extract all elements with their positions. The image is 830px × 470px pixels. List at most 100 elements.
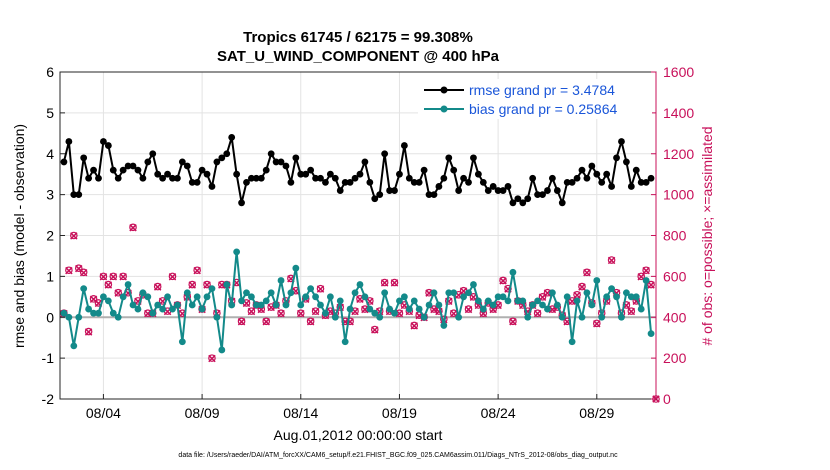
bias-point (553, 301, 561, 309)
bias-point (169, 305, 176, 313)
bias-point (440, 322, 448, 329)
bias-point (60, 309, 68, 317)
obs-assimilated-point (84, 328, 93, 336)
bias-point (381, 289, 389, 297)
obs-possible-point (153, 282, 162, 291)
obs-assimilated-point (316, 285, 325, 293)
rmse-point (425, 191, 433, 199)
bias-point (193, 293, 201, 301)
rmse-point (331, 174, 339, 182)
rmse-point (317, 174, 324, 182)
rmse-point (119, 166, 127, 174)
rmse-point (154, 170, 162, 178)
bias-point (90, 309, 97, 317)
bias-point (504, 297, 512, 305)
obs-possible-point (119, 272, 127, 281)
rmse-point (445, 154, 453, 162)
rmse-point (474, 170, 482, 178)
bias-point (208, 285, 216, 293)
rmse-point (124, 162, 132, 170)
obs-assimilated-point (509, 318, 517, 326)
bias-point (292, 264, 300, 272)
obs-assimilated-point (430, 305, 438, 314)
obs-assimilated-point (464, 305, 473, 314)
rmse-point (292, 154, 300, 162)
rmse-point (302, 170, 310, 178)
obs-assimilated-point (262, 318, 270, 326)
rmse-point (524, 195, 532, 203)
bias-point (371, 309, 379, 317)
bias-point (272, 301, 280, 309)
rmse-point (282, 162, 290, 170)
bias-point (326, 293, 334, 301)
rmse-point (70, 191, 78, 199)
rmse-point (558, 199, 566, 207)
rmse-point (100, 138, 107, 145)
bias-point (622, 289, 630, 297)
rmse-point (405, 174, 413, 182)
bias-point (104, 297, 112, 305)
bias-point (470, 281, 477, 288)
bias-point (302, 293, 310, 301)
obs-possible-point (109, 272, 118, 281)
right-tick-label: 1200 (663, 146, 694, 162)
left-tick-label: 5 (46, 105, 54, 121)
rmse-point (208, 183, 216, 190)
obs-possible-point (607, 256, 616, 264)
obs-possible-point (592, 319, 601, 328)
bias-point (341, 338, 349, 346)
bias-point (479, 305, 487, 313)
left-tick-label: 3 (46, 187, 54, 203)
bias-point (100, 293, 107, 301)
rmse-point (529, 174, 537, 182)
rmse-point (257, 174, 265, 182)
rmse-point (637, 178, 645, 186)
rmse-point (277, 158, 285, 166)
obs-possible-point (642, 266, 650, 275)
bias-point (307, 285, 315, 293)
rmse-point (80, 154, 88, 162)
bias-point (529, 301, 537, 309)
obs-possible-point (504, 284, 512, 293)
rmse-point (470, 154, 477, 162)
obs-assimilated-point (637, 273, 645, 281)
bias-point (445, 289, 453, 297)
bias-point (400, 293, 408, 301)
legend: rmse grand pr = 3.4784 bias grand pr = 0… (418, 79, 652, 119)
obs-assimilated-point (351, 307, 359, 316)
left-tick-label: 4 (46, 146, 54, 162)
bias-point (509, 268, 517, 276)
x-tick-label: 08/04 (86, 405, 121, 421)
rmse-point (544, 187, 551, 194)
obs-possible-point (247, 307, 256, 315)
bias-point (608, 285, 615, 293)
x-tick-label: 08/24 (481, 405, 516, 421)
rmse-point (504, 183, 512, 190)
rmse-point (233, 170, 241, 178)
obs-assimilated-point (371, 326, 379, 334)
line-series (60, 134, 655, 354)
rmse-point (139, 174, 147, 182)
left-tick-label: -1 (42, 350, 55, 366)
obs-possible-point (509, 317, 517, 326)
bias-point (361, 293, 369, 301)
rmse-point (65, 138, 73, 145)
obs-assimilated-point (390, 279, 399, 287)
left-axis: -2 -1 0 1 2 3 4 5 6 (42, 64, 65, 407)
rmse-point (603, 170, 611, 178)
obs-assimilated-point (593, 320, 601, 328)
rmse-point (109, 166, 117, 174)
rmse-point (391, 187, 398, 194)
bias-point (544, 305, 551, 313)
obs-assimilated-point (410, 322, 418, 330)
obs-assimilated-point (94, 299, 103, 308)
obs-assimilated-point (129, 224, 137, 232)
chart-subtitle: SAT_U_WIND_COMPONENT @ 400 hPa (217, 48, 500, 65)
bias-point (267, 289, 275, 297)
rmse-point (346, 178, 354, 186)
rmse-point (534, 191, 541, 199)
rmse-point (484, 187, 492, 194)
bias-point (603, 293, 611, 301)
bias-point (514, 297, 522, 305)
